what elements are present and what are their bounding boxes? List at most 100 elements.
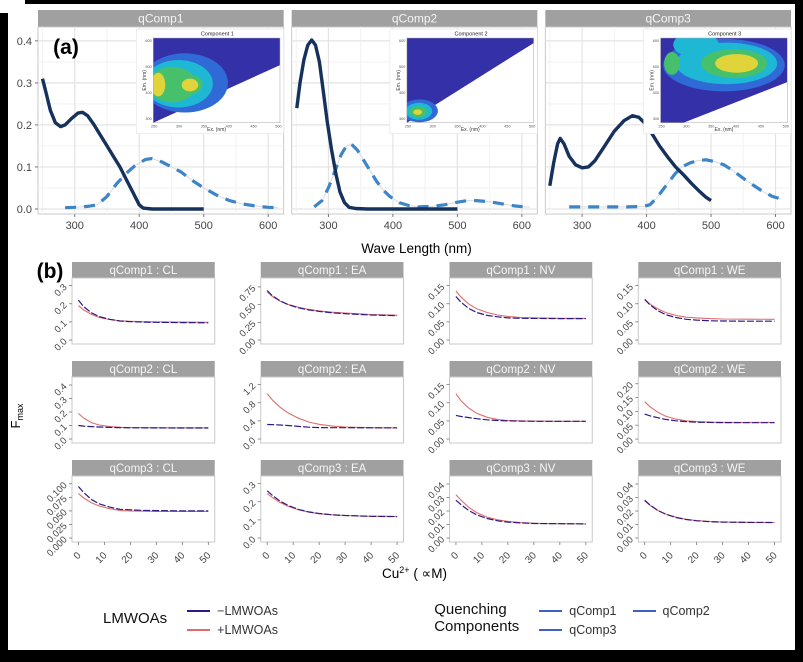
minus-lmwoa-line <box>644 298 775 322</box>
facet-strip-title: qComp3 : EA <box>298 463 367 475</box>
facet-strip <box>545 10 791 27</box>
excitation-spectrum-line <box>548 113 712 203</box>
legend-swatch-line <box>632 610 656 612</box>
legend-item-label: qComp2 <box>662 604 710 618</box>
plot-panel <box>260 376 404 444</box>
inset-x-tick-label: 400 <box>479 125 485 129</box>
y-tick-label: 0.2 <box>52 300 69 317</box>
x-tick-label: 400 <box>130 220 148 232</box>
y-tick-label: 0.0 <box>17 204 32 216</box>
inset-x-tick-label: 250 <box>151 125 157 129</box>
legend-lmwoas-title: LMWOAs <box>103 609 168 627</box>
inset-x-axis-label: Ex. (nm) <box>461 127 480 133</box>
x-tick-label: 600 <box>766 220 784 232</box>
facet-strip-title: qComp1 : EA <box>298 265 367 277</box>
x-tick-label: 0 <box>72 550 84 562</box>
inset-diagonal-mask <box>406 43 534 123</box>
plot-panel <box>71 277 216 345</box>
x-tick-label: 20 <box>120 550 136 566</box>
inset-y-axis-label: Em. (nm) <box>396 70 402 91</box>
quench-facet: qComp2 : WE0.000.050.100.150.20 <box>615 361 782 456</box>
facet-strip <box>638 262 781 278</box>
inset-y-tick-label: 600 <box>145 39 151 43</box>
excitation-spectrum-line <box>295 38 458 211</box>
inset-y-tick-label: 400 <box>145 91 151 95</box>
eem-inset: Component 3 Ex. (nm) Em. (nm) 250 300 350 400 4… <box>643 28 792 134</box>
x-tick-label: 10 <box>94 550 110 566</box>
y-tick-label: 0.15 <box>615 282 636 303</box>
x-tick-label: 0 <box>638 550 650 562</box>
panel-b-label: (b) <box>37 260 64 283</box>
minus-lmwoa-line <box>77 486 209 512</box>
y-tick-label: 0.3 <box>52 282 69 299</box>
x-tick-label: 50 <box>575 550 591 566</box>
y-tick-label: 0.0 <box>52 336 69 353</box>
inset-x-tick-label: 400 <box>733 125 739 129</box>
wavelength-axis-label: Wave Length (nm) <box>361 241 472 256</box>
excitation-spectrum-line <box>40 78 204 211</box>
inset-plot <box>153 38 280 123</box>
inset-contour-blob <box>715 54 759 73</box>
x-tick-label: 50 <box>764 550 780 566</box>
x-tick-label: 10 <box>660 550 676 566</box>
x-tick-label: 30 <box>523 550 539 566</box>
quench-facet: qComp2 : NV 0.000.050.100.15 <box>426 361 593 456</box>
facet-strip <box>72 460 215 476</box>
y-tick-label: 0.05 <box>426 318 447 339</box>
inset-x-tick-label: 500 <box>783 125 789 129</box>
x-tick-label: 500 <box>448 220 466 232</box>
y-tick-label: 0.20 <box>615 380 636 401</box>
quench-facet: qComp2 : EA 0.00.40.81.2 <box>241 361 404 453</box>
legend-quenching-items: qComp1 qComp2 qComp3 <box>539 599 795 637</box>
minus-lmwoa-line <box>77 299 209 324</box>
inset-x-tick-label: 450 <box>504 125 510 129</box>
y-tick-label: 0.10 <box>426 399 447 420</box>
inset-x-tick-label: 250 <box>658 125 664 129</box>
facet-strip-title: qComp1 <box>138 12 184 26</box>
facet-strip <box>291 10 538 27</box>
x-tick-label: 40 <box>738 550 754 566</box>
facet-strip-title: qComp2 <box>392 12 438 26</box>
inset-y-tick-label: 300 <box>399 117 405 121</box>
legend-lmwoas-items: −LMWOAs +LMWOAs <box>187 599 382 637</box>
x-tick-label: 600 <box>513 220 531 232</box>
panel-a-label: (a) <box>53 36 79 59</box>
inset-contour-blob <box>153 72 166 97</box>
quench-facet: qComp3 : EA 0.00.10.20.3 0 10 20 30 40 50 <box>241 460 404 566</box>
inset-y-tick-label: 500 <box>653 65 659 69</box>
facet-strip-title: qComp3 : CL <box>109 463 177 475</box>
x-tick-label: 40 <box>172 550 188 566</box>
inset-contour-blob <box>664 51 680 75</box>
inset-plot <box>660 38 788 123</box>
y-tick-label: 1.2 <box>241 381 258 398</box>
x-tick-label: 500 <box>195 220 213 232</box>
legend-title-line: Components <box>434 618 520 635</box>
y-tick-label: 0.25 <box>238 319 259 340</box>
x-tick-label: 10 <box>283 550 299 566</box>
y-tick-label: 0.15 <box>426 282 447 303</box>
inset-x-tick-label: 500 <box>275 125 281 129</box>
y-tick-label: 0.1 <box>52 318 69 335</box>
legend-title-line: Quenching <box>434 600 507 618</box>
facet-strip-title: qComp3 : NV <box>486 463 555 475</box>
facet-strip-title: qComp3 <box>645 12 691 26</box>
inset-x-tick-label: 500 <box>529 125 535 129</box>
y-tick-label: 0.00 <box>426 336 447 357</box>
x-tick-label: 50 <box>387 550 403 566</box>
x-tick-label: 30 <box>146 550 162 566</box>
legend-item: +LMWOAs <box>187 623 278 637</box>
inset-title: Component 3 <box>708 32 741 38</box>
fmax-axis-label: Fmax <box>8 403 25 428</box>
legend-item: qComp1 <box>539 604 617 618</box>
quench-facet: qComp1 : WE 0.000.050.100.15 <box>615 262 782 357</box>
y-tick-label: 0.00 <box>615 336 636 357</box>
minus-lmwoa-line <box>78 424 209 429</box>
quench-facet: qComp3 : WE0.000.010.020.030.040 10 20 30 40… <box>615 460 782 566</box>
legend-swatch-line <box>539 629 563 631</box>
eem-inset: Component 1Ex. (nm)Em. (nm)250 300 350 400 4… <box>136 28 284 134</box>
emission-spectrum-line <box>313 141 530 209</box>
facet-strip-title: qComp1 : CL <box>109 265 177 277</box>
legend-item-label: qComp3 <box>569 623 617 637</box>
facet-strip <box>449 361 593 377</box>
quench-facet: qComp2 : CL0.00.10.20.30.4 <box>52 361 216 453</box>
